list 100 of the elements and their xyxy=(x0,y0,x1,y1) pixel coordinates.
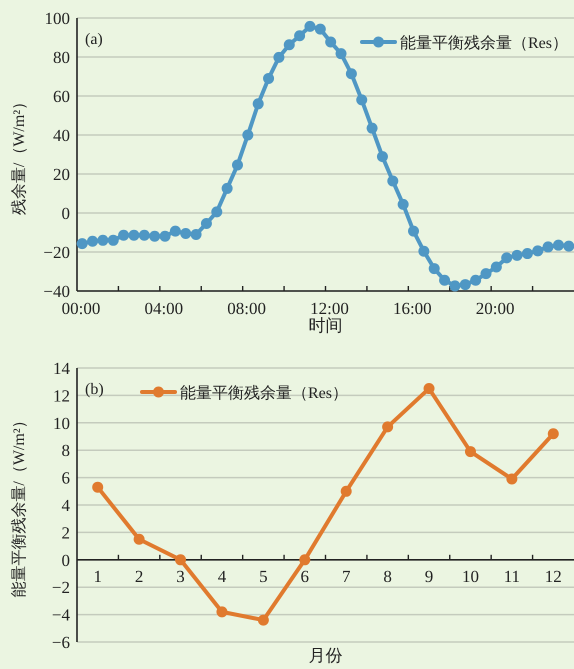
y-tick-label: 4 xyxy=(62,496,70,515)
point xyxy=(149,230,160,242)
point xyxy=(134,534,145,545)
point xyxy=(190,228,202,240)
point xyxy=(532,245,544,256)
point xyxy=(542,241,554,252)
y-tick-label: −4 xyxy=(52,606,70,625)
x-tick-label: 20:00 xyxy=(476,299,515,318)
y-tick-label: −2 xyxy=(52,578,70,598)
point xyxy=(460,279,471,290)
x-tick-label: 12:00 xyxy=(310,299,349,318)
point xyxy=(314,24,326,35)
point xyxy=(336,48,347,60)
y-tick-label: 12 xyxy=(53,386,70,406)
point xyxy=(506,473,518,484)
y-tick-label: 10 xyxy=(53,414,70,433)
point xyxy=(439,274,450,286)
point xyxy=(273,52,284,63)
point xyxy=(382,421,394,432)
point xyxy=(92,482,104,493)
point xyxy=(138,230,150,241)
y-tick-label: 14 xyxy=(53,359,70,378)
point xyxy=(548,428,559,440)
y-tick-label: 80 xyxy=(53,48,70,67)
point xyxy=(408,226,420,237)
point xyxy=(160,230,171,242)
point xyxy=(232,160,243,171)
x-tick-label: 2 xyxy=(134,566,144,586)
point xyxy=(398,198,409,210)
point xyxy=(366,122,378,134)
point xyxy=(464,446,476,458)
y-tick-label: 0 xyxy=(62,550,70,570)
point xyxy=(252,98,264,110)
point xyxy=(428,263,440,274)
x-tick-label: 7 xyxy=(342,566,351,586)
point xyxy=(340,486,352,497)
x-tick-label: 00:00 xyxy=(62,299,100,318)
x-tick-label: 10 xyxy=(462,566,479,586)
point xyxy=(299,554,310,566)
x-tick-label: 3 xyxy=(176,566,185,586)
point xyxy=(424,383,435,394)
point xyxy=(180,228,192,239)
y-tick-label: 8 xyxy=(62,441,70,460)
x-tick-label: 6 xyxy=(300,566,310,586)
x-tick-label: 4 xyxy=(218,566,227,586)
x-tick-label: 11 xyxy=(504,566,520,586)
annotation: (a) xyxy=(85,31,103,48)
y-tick-label: 6 xyxy=(62,468,70,488)
y-tick-label: −6 xyxy=(52,633,70,652)
point xyxy=(108,234,119,246)
y-tick-label: 0 xyxy=(62,204,70,223)
y-tick-label: 100 xyxy=(44,9,70,28)
y-tick-label: −20 xyxy=(43,243,70,262)
point xyxy=(97,234,108,246)
point xyxy=(490,262,502,273)
point xyxy=(387,176,398,187)
y-axis-title: 残余量/（W/m²） xyxy=(10,94,28,216)
legend-label: 能量平衡残余量（Res） xyxy=(180,384,348,402)
x-tick-label: 12 xyxy=(544,566,562,586)
x-tick-label: 08:00 xyxy=(227,299,266,318)
point xyxy=(258,614,269,626)
point xyxy=(200,218,212,230)
point xyxy=(211,206,222,218)
legend-label: 能量平衡残余量（Res） xyxy=(400,34,568,52)
x-tick-label: 1 xyxy=(93,566,102,586)
x-tick-label: 9 xyxy=(424,566,434,586)
point xyxy=(356,94,368,106)
point xyxy=(480,268,492,280)
x-tick-label: 04:00 xyxy=(144,299,184,318)
point xyxy=(263,72,274,84)
point xyxy=(325,36,336,48)
point xyxy=(294,30,306,42)
point xyxy=(284,39,295,50)
point xyxy=(175,554,186,566)
point xyxy=(470,274,482,286)
point xyxy=(222,182,233,194)
point xyxy=(563,240,574,252)
point xyxy=(128,230,140,241)
point xyxy=(418,246,430,257)
point xyxy=(552,240,564,251)
x-axis-title: 时间 xyxy=(308,316,342,335)
point xyxy=(512,250,523,261)
point xyxy=(216,606,228,618)
x-axis-title: 月份 xyxy=(308,646,342,665)
x-tick-label: 5 xyxy=(259,566,268,586)
y-tick-label: 20 xyxy=(53,165,70,184)
point xyxy=(242,130,254,140)
point xyxy=(76,238,88,250)
annotation: (b) xyxy=(85,381,104,398)
point xyxy=(118,230,130,241)
point xyxy=(304,20,316,32)
point xyxy=(87,236,98,247)
point xyxy=(522,248,533,260)
y-axis-title: 能量平衡残余量/（W/m²） xyxy=(10,412,28,598)
y-tick-label: −40 xyxy=(43,282,70,301)
point xyxy=(170,226,181,237)
point xyxy=(449,280,460,292)
x-tick-label: 16:00 xyxy=(392,299,432,318)
point xyxy=(501,252,512,264)
y-tick-label: 40 xyxy=(53,126,70,145)
